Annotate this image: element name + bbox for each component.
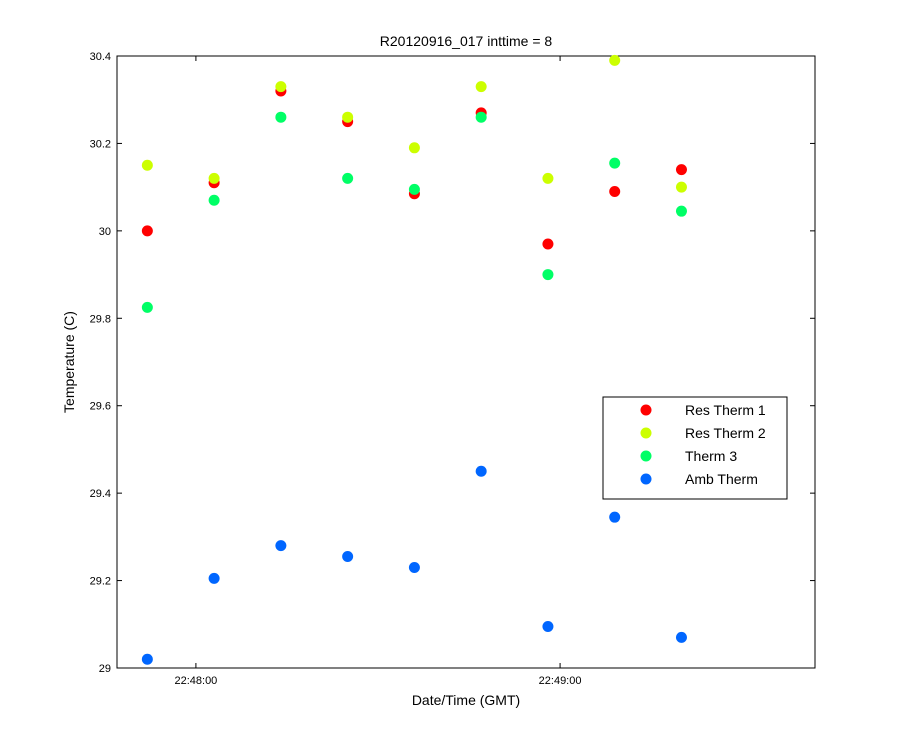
data-point	[275, 81, 287, 93]
data-point	[408, 561, 420, 573]
legend-label: Res Therm 2	[685, 425, 766, 441]
y-axis-title: Temperature (C)	[61, 311, 77, 413]
y-tick-label: 29.2	[90, 576, 111, 588]
data-point	[141, 301, 153, 313]
legend: Res Therm 1 Res Therm 2 Therm 3 Amb Therm	[602, 396, 788, 500]
y-tick-label: 30.4	[90, 51, 111, 63]
y-tick-label: 29.4	[90, 488, 111, 500]
x-tick-label: 22:48:00	[174, 675, 217, 687]
y-tick-label: 29.6	[90, 401, 111, 413]
data-point	[475, 81, 487, 93]
legend-marker	[640, 450, 652, 462]
data-point	[542, 620, 554, 632]
legend-marker	[640, 473, 652, 485]
data-point	[542, 238, 554, 250]
data-point	[275, 540, 287, 552]
data-point	[609, 186, 621, 198]
y-tick-label: 30	[99, 226, 111, 238]
data-point	[342, 111, 354, 123]
data-point	[609, 157, 621, 169]
y-tick-label: 29	[99, 663, 111, 675]
data-point	[141, 653, 153, 665]
legend-box	[602, 396, 788, 500]
data-point	[542, 172, 554, 184]
legend-label: Amb Therm	[685, 471, 758, 487]
series-amb-therm	[141, 465, 687, 665]
series-therm-3	[141, 111, 687, 313]
chart-title: R20120916_017 inttime = 8	[380, 33, 553, 49]
data-point	[675, 164, 687, 176]
data-point	[342, 172, 354, 184]
data-point	[275, 111, 287, 123]
legend-label: Therm 3	[685, 448, 737, 464]
legend-label: Res Therm 1	[685, 402, 766, 418]
data-point	[208, 572, 220, 584]
y-tick-label: 29.8	[90, 313, 111, 325]
series-res-therm-2	[141, 54, 687, 193]
legend-marker	[640, 404, 652, 416]
data-point	[141, 159, 153, 171]
data-point	[675, 205, 687, 217]
data-point	[342, 551, 354, 563]
data-point	[141, 225, 153, 237]
data-point	[208, 172, 220, 184]
x-tick-label: 22:49:00	[539, 675, 582, 687]
data-point	[542, 269, 554, 281]
data-point	[675, 631, 687, 643]
legend-marker	[640, 427, 652, 439]
plot-area	[116, 55, 816, 669]
x-axis-title: Date/Time (GMT)	[412, 692, 520, 708]
data-point	[675, 181, 687, 193]
data-point	[609, 54, 621, 66]
data-point	[475, 465, 487, 477]
data-point	[609, 511, 621, 523]
data-point	[408, 183, 420, 195]
data-point	[208, 194, 220, 206]
y-tick-label: 30.2	[90, 138, 111, 150]
data-point	[475, 111, 487, 123]
data-point	[408, 142, 420, 154]
